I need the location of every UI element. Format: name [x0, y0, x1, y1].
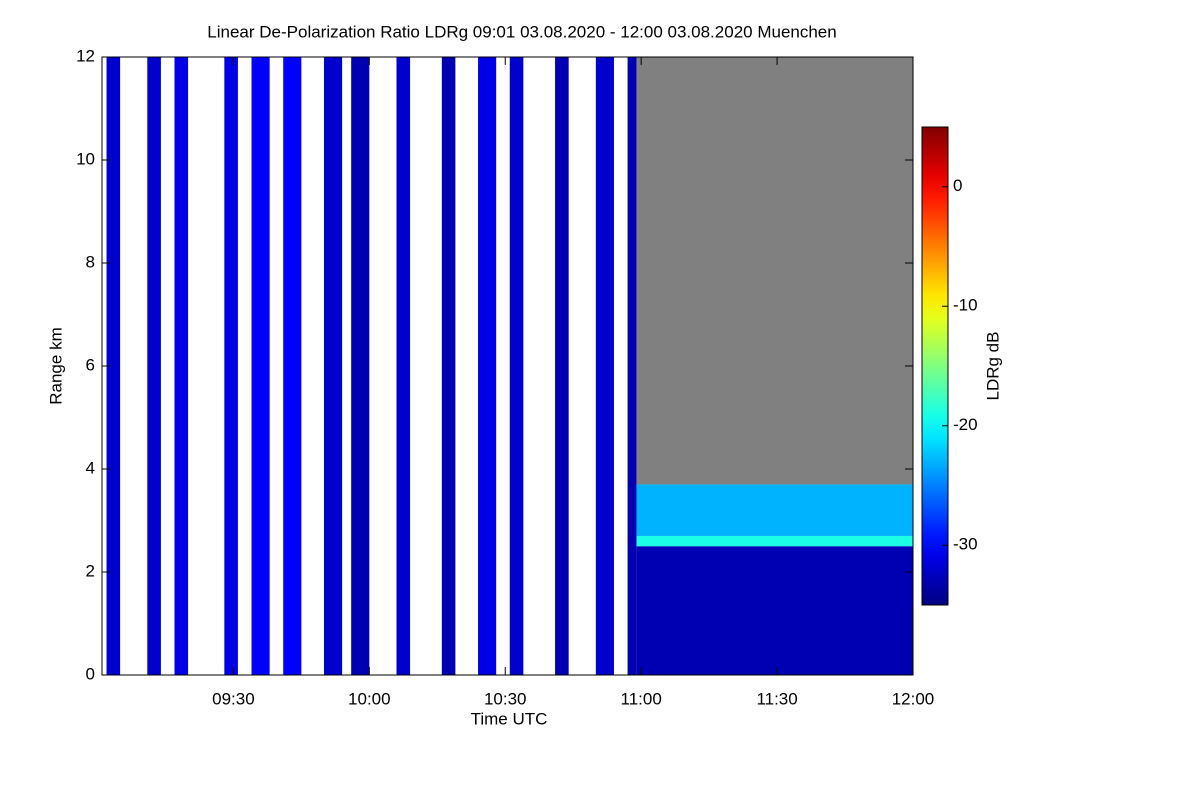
heatmap-cell: [174, 57, 189, 675]
heatmap-cell: [555, 57, 569, 675]
colorbar-label: LDRg dB: [983, 332, 1002, 401]
heatmap-cell: [224, 57, 238, 675]
heatmap-cell: [324, 57, 343, 675]
heatmap-cell: [147, 57, 161, 675]
heatmap-cell: [509, 57, 524, 675]
heatmap-cell: [636, 57, 913, 485]
heatmap-cell: [627, 57, 637, 675]
y-tick-label: 2: [86, 561, 95, 580]
chart-title: Linear De-Polarization Ratio LDRg 09:01 …: [207, 22, 836, 41]
y-tick-label: 4: [86, 458, 95, 477]
plot-area: [106, 57, 913, 675]
x-tick-label: 09:30: [212, 689, 255, 708]
x-tick-label: 12:00: [892, 689, 935, 708]
heatmap-cell: [595, 57, 614, 675]
y-tick-label: 6: [86, 355, 95, 374]
x-tick-label: 10:30: [484, 689, 527, 708]
heatmap-cell: [478, 57, 497, 675]
x-tick-label: 11:00: [621, 689, 662, 708]
heatmap-cell: [351, 57, 370, 675]
heatmap-cell: [636, 484, 913, 536]
heatmap-cell: [396, 57, 411, 675]
y-tick-label: 8: [86, 252, 95, 271]
heatmap-cell: [106, 57, 121, 675]
colorbar-tick-label: -20: [953, 415, 978, 434]
x-tick-label: 11:30: [756, 689, 797, 708]
heatmap-cell: [636, 546, 913, 675]
colorbar-tick-label: -10: [953, 296, 978, 315]
colorbar: [921, 126, 949, 606]
colorbar-tick-label: 0: [953, 176, 962, 195]
heatmap-cell: [441, 57, 456, 675]
x-axis-label: Time UTC: [471, 709, 548, 728]
x-tick-label: 10:00: [348, 689, 391, 708]
y-axis-label: Range km: [46, 327, 65, 404]
y-tick-label: 0: [86, 664, 95, 683]
heatmap-cell: [251, 57, 270, 675]
y-tick-label: 10: [76, 149, 95, 168]
heatmap-cell: [636, 535, 913, 547]
colorbar-tick-label: -30: [953, 535, 978, 554]
heatmap-cell: [283, 57, 302, 675]
y-tick-label: 12: [76, 46, 95, 65]
